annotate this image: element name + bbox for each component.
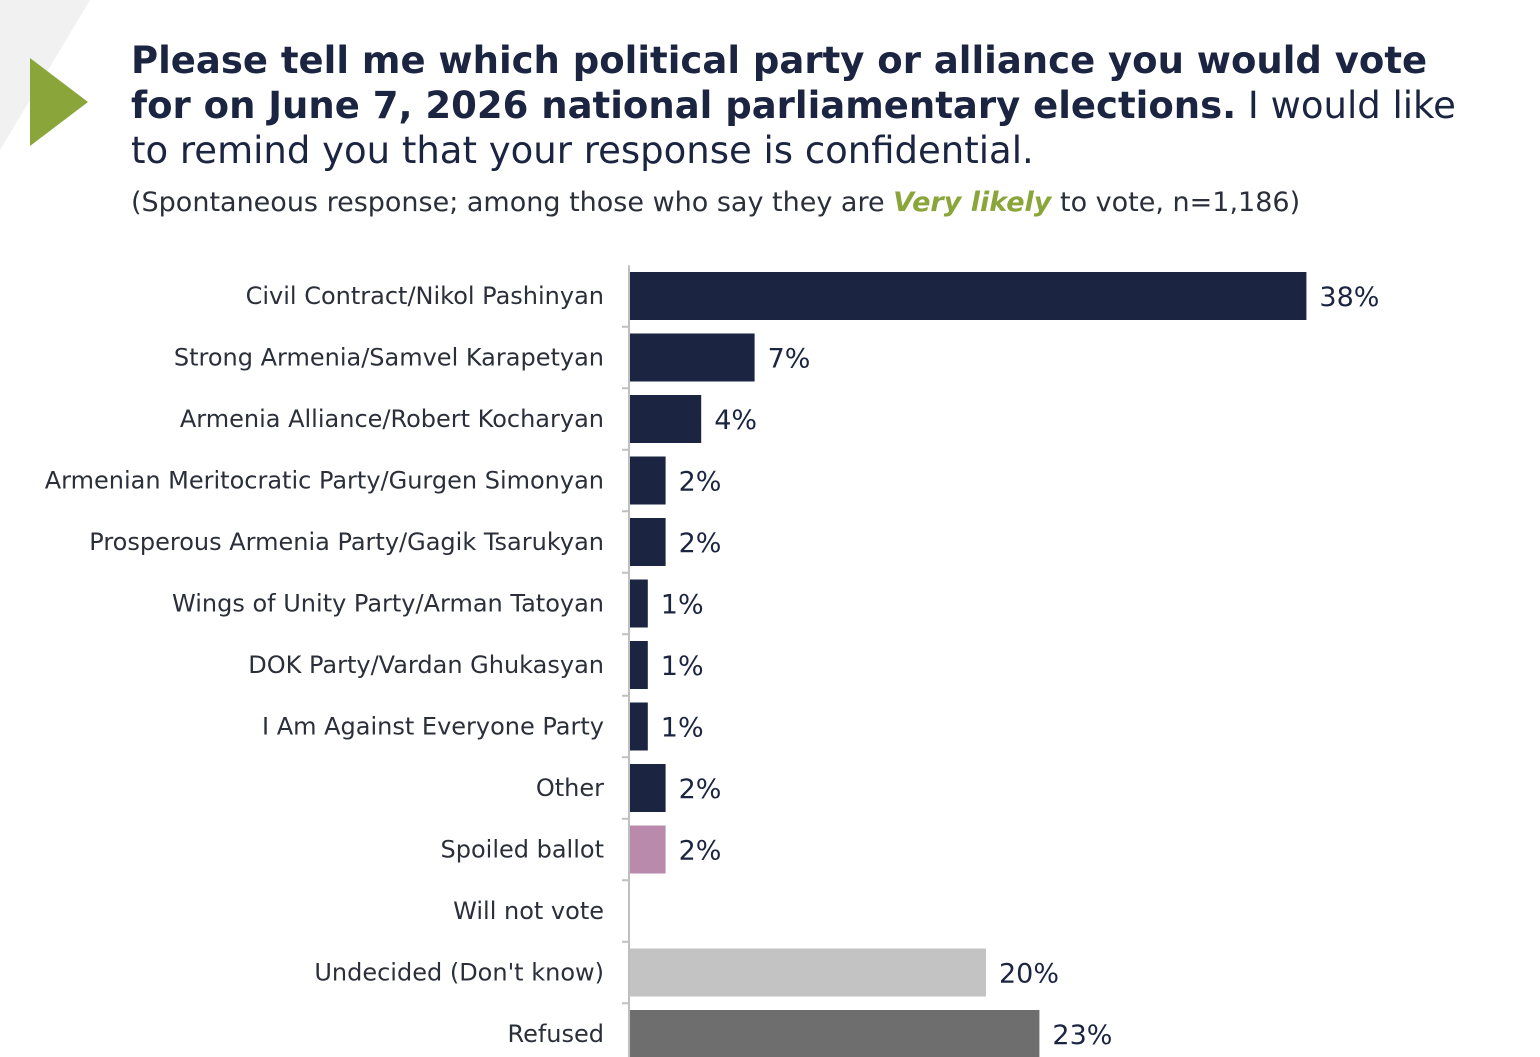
category-label: Will not vote: [453, 897, 604, 925]
page-title: Please tell me which political party or …: [131, 38, 1491, 173]
bar: [630, 702, 648, 751]
bar: [630, 948, 986, 997]
data-label: 1%: [661, 713, 704, 744]
bar: [630, 1010, 1040, 1057]
category-label: Other: [536, 774, 604, 802]
category-label: Wings of Unity Party/Arman Tatoyan: [172, 590, 604, 618]
data-label: 20%: [999, 959, 1059, 990]
data-label: 2%: [679, 774, 722, 805]
category-label: Armenian Meritocratic Party/Gurgen Simon…: [45, 467, 604, 495]
bar: [630, 395, 702, 443]
title-question: Please tell me which political party or …: [131, 39, 1428, 127]
data-label: 1%: [661, 590, 704, 621]
bar: [630, 272, 1307, 320]
data-label: 2%: [679, 528, 722, 559]
data-label: 2%: [679, 467, 722, 498]
data-label: 23%: [1052, 1020, 1112, 1051]
category-label: Strong Armenia/Samvel Karapetyan: [174, 344, 604, 372]
data-label: 38%: [1319, 282, 1379, 313]
title-reminder: I would like to remind you that your res…: [131, 84, 1456, 172]
bar: [630, 764, 666, 812]
data-label: 4%: [714, 405, 757, 436]
category-label: Refused: [507, 1020, 604, 1048]
bar: [630, 518, 666, 566]
bar: [630, 641, 648, 689]
header: Please tell me which political party or …: [131, 38, 1491, 221]
data-label: 1%: [661, 651, 704, 682]
category-label: Prosperous Armenia Party/Gagik Tsarukyan: [89, 528, 604, 556]
category-label: I Am Against Everyone Party: [262, 713, 604, 741]
category-label: Armenia Alliance/Robert Kocharyan: [180, 405, 604, 433]
play-arrow-icon: [30, 58, 88, 146]
category-label: DOK Party/Vardan Ghukasyan: [248, 651, 604, 679]
subtitle-emphasis: Very likely: [893, 187, 1052, 218]
subtitle-suffix: to vote, n=1,186): [1051, 187, 1301, 218]
bar: [630, 456, 666, 505]
data-label: 2%: [679, 836, 722, 867]
bar: [630, 825, 666, 874]
data-label: 7%: [768, 344, 811, 375]
chart-subtitle: (Spontaneous response; among those who s…: [131, 185, 1491, 221]
category-label: Undecided (Don't know): [314, 959, 604, 987]
subtitle-prefix: (Spontaneous response; among those who s…: [131, 187, 894, 218]
category-label: Spoiled ballot: [441, 836, 605, 864]
bar: [630, 579, 648, 628]
category-label: Civil Contract/Nikol Pashinyan: [246, 282, 604, 310]
bar: [630, 333, 755, 382]
